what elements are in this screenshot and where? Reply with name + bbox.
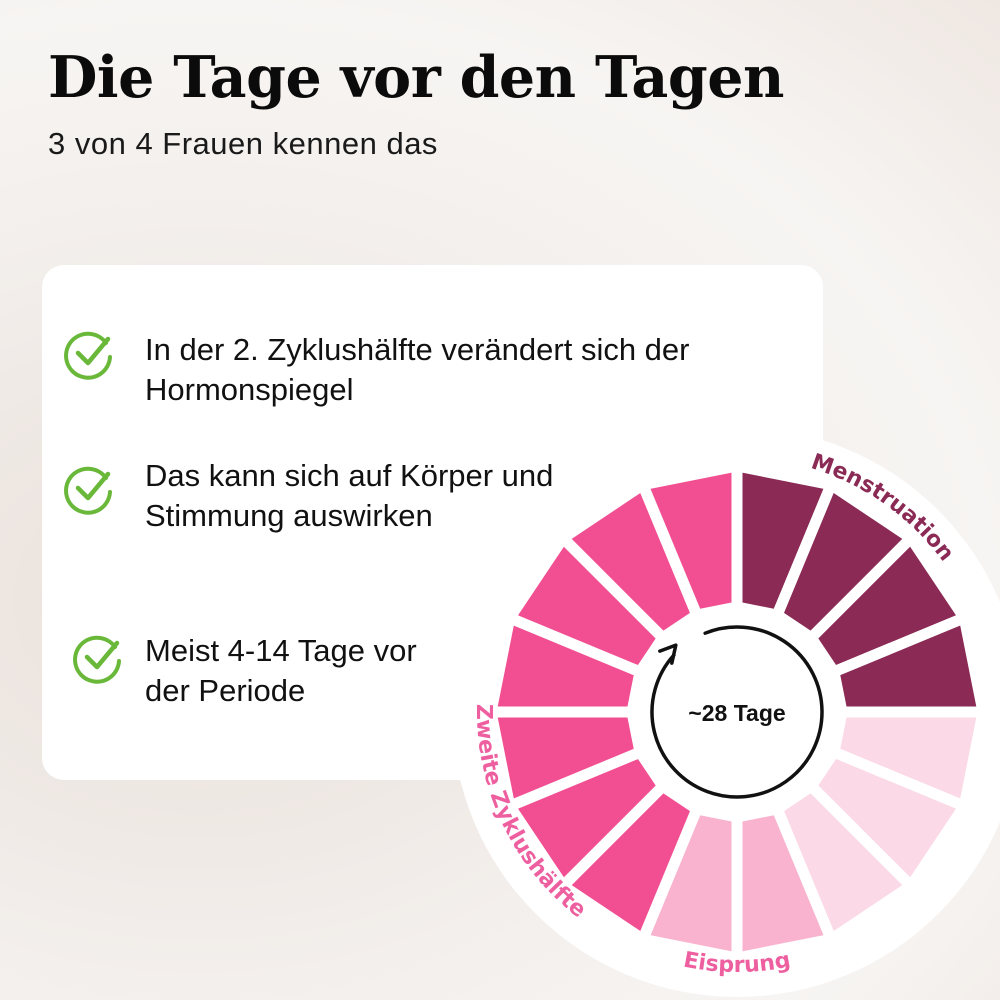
wheel-hub bbox=[637, 612, 837, 812]
cycle-segment bbox=[635, 459, 743, 622]
cycle-arrow-icon bbox=[650, 625, 824, 799]
check-circle-icon bbox=[73, 635, 121, 684]
arrow-head-icon bbox=[658, 643, 678, 665]
list-item-text: Meist 4-14 Tage vor der Periode bbox=[145, 633, 417, 708]
check-circle-icon bbox=[64, 331, 112, 380]
list-item-text: In der 2. Zyklushälfte verändert sich de… bbox=[145, 332, 690, 407]
list-item-text: Das kann sich auf Körper und Stimmung au… bbox=[145, 458, 554, 533]
check-circle-icon bbox=[64, 466, 112, 515]
cycle-length-label: ~28 Tage bbox=[688, 700, 785, 726]
page-title: Die Tage vor den Tagen bbox=[48, 44, 784, 111]
page-subtitle: 3 von 4 Frauen kennen das bbox=[48, 126, 438, 161]
